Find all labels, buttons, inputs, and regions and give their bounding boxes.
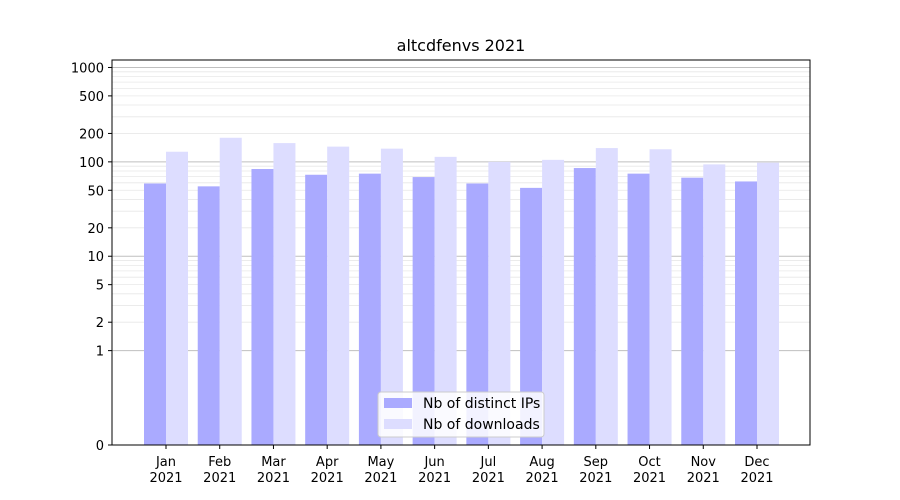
chart-title: altcdfenvs 2021 [397,36,526,55]
legend: Nb of distinct IPs Nb of downloads [377,391,545,438]
y-tick-label: 1 [96,345,104,360]
bar-downloads [595,148,618,445]
x-tick-label: Jul 2021 [472,455,505,486]
legend-swatch [384,419,412,429]
bar-distinct-ips [627,173,650,446]
bar-downloads [327,146,350,445]
x-tick-label: Dec 2021 [740,455,773,486]
bar-distinct-ips [735,181,757,445]
y-tick-label: 1000 [71,61,104,76]
y-tick-label: 10 [87,250,104,265]
y-tick-label: 200 [79,127,104,142]
bars [144,137,779,446]
x-axis: Jan 2021 Feb 2021 Mar 2021 Apr 2021 May 2021 Jun 20… [149,445,774,486]
bar-downloads [380,148,403,445]
legend-box [377,391,545,438]
y-tick-label: 20 [87,222,104,237]
bar-downloads [219,137,242,445]
bar-downloads [542,159,565,446]
bar-downloads [703,164,726,446]
bar-distinct-ips [358,173,381,446]
y-tick-label: 100 [79,156,104,171]
bar-downloads [488,161,511,445]
x-tick-label: Jun 2021 [418,455,451,486]
y-tick-label: 5 [96,279,104,294]
x-tick-label: Oct 2021 [633,455,666,486]
bar-downloads [757,162,779,445]
bar-downloads [434,156,457,445]
y-axis: 0 1 2 5 10 20 50 100 200 500 1000 [71,61,112,454]
y-tick-label: 50 [87,184,104,199]
bar-distinct-ips [197,186,220,445]
bar-distinct-ips [681,177,704,446]
bar-distinct-ips [305,174,328,445]
y-tick-label: 0 [96,439,104,454]
bar-distinct-ips [466,183,489,446]
bar-distinct-ips [251,169,274,445]
bar-distinct-ips [520,187,543,446]
y-tick-label: 2 [96,316,104,331]
x-tick-label: Feb 2021 [203,455,236,486]
bar-distinct-ips [573,168,596,445]
bar-distinct-ips [412,177,435,445]
legend-label: Nb of downloads [423,417,540,433]
x-tick-label: Mar 2021 [257,455,290,486]
x-tick-label: Nov 2021 [687,455,720,486]
bar-downloads [649,149,672,445]
x-tick-label: May 2021 [364,455,397,486]
legend-swatch [384,398,412,408]
x-tick-label: Apr 2021 [311,455,344,486]
x-tick-label: Sep 2021 [579,455,612,486]
x-tick-label: Jan 2021 [149,455,182,486]
y-tick-label: 500 [79,90,104,105]
bar-downloads [166,151,188,446]
x-tick-label: Aug 2021 [526,455,559,486]
bar-distinct-ips [144,183,166,446]
bar-downloads [273,143,296,445]
legend-label: Nb of distinct IPs [423,396,540,412]
plot-frame [111,59,811,446]
